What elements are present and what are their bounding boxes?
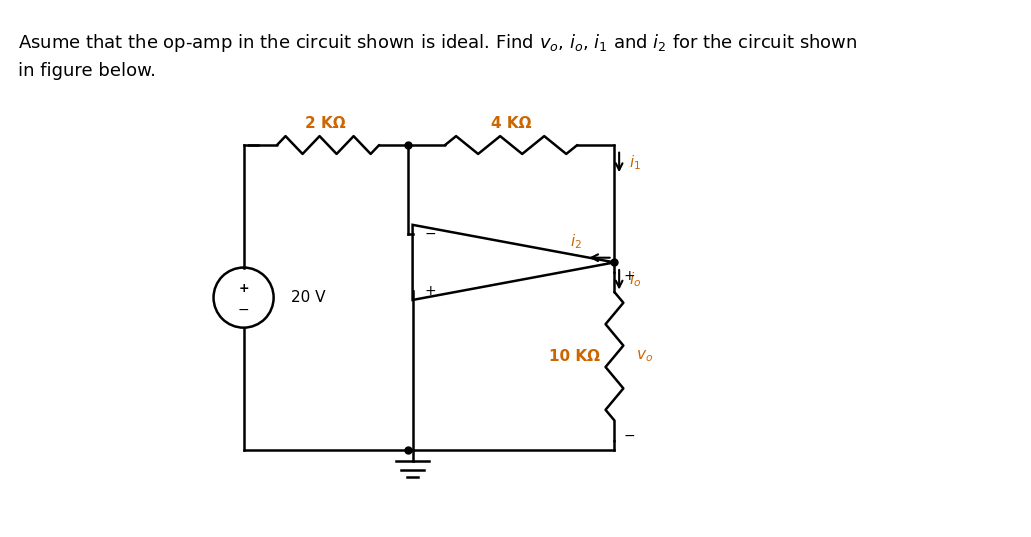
Text: $i_1$: $i_1$ bbox=[629, 153, 640, 172]
Text: +: + bbox=[238, 282, 248, 295]
Text: $v_o$: $v_o$ bbox=[636, 349, 653, 364]
Text: −: − bbox=[425, 227, 436, 241]
Text: +: + bbox=[425, 284, 436, 297]
Text: +: + bbox=[624, 270, 635, 284]
Text: 10 KΩ: 10 KΩ bbox=[550, 349, 600, 364]
Text: 4 KΩ: 4 KΩ bbox=[491, 116, 531, 131]
Text: 20 V: 20 V bbox=[291, 290, 325, 305]
Text: $i_o$: $i_o$ bbox=[629, 271, 641, 289]
Text: $i_2$: $i_2$ bbox=[570, 233, 581, 251]
Text: Asume that the op-amp in the circuit shown is ideal. Find $v_o$, $i_o$, $i_1$ an: Asume that the op-amp in the circuit sho… bbox=[19, 32, 858, 54]
Text: −: − bbox=[624, 429, 635, 443]
Text: in figure below.: in figure below. bbox=[19, 62, 157, 81]
Text: 2 KΩ: 2 KΩ bbox=[305, 116, 346, 131]
Text: −: − bbox=[238, 303, 250, 317]
